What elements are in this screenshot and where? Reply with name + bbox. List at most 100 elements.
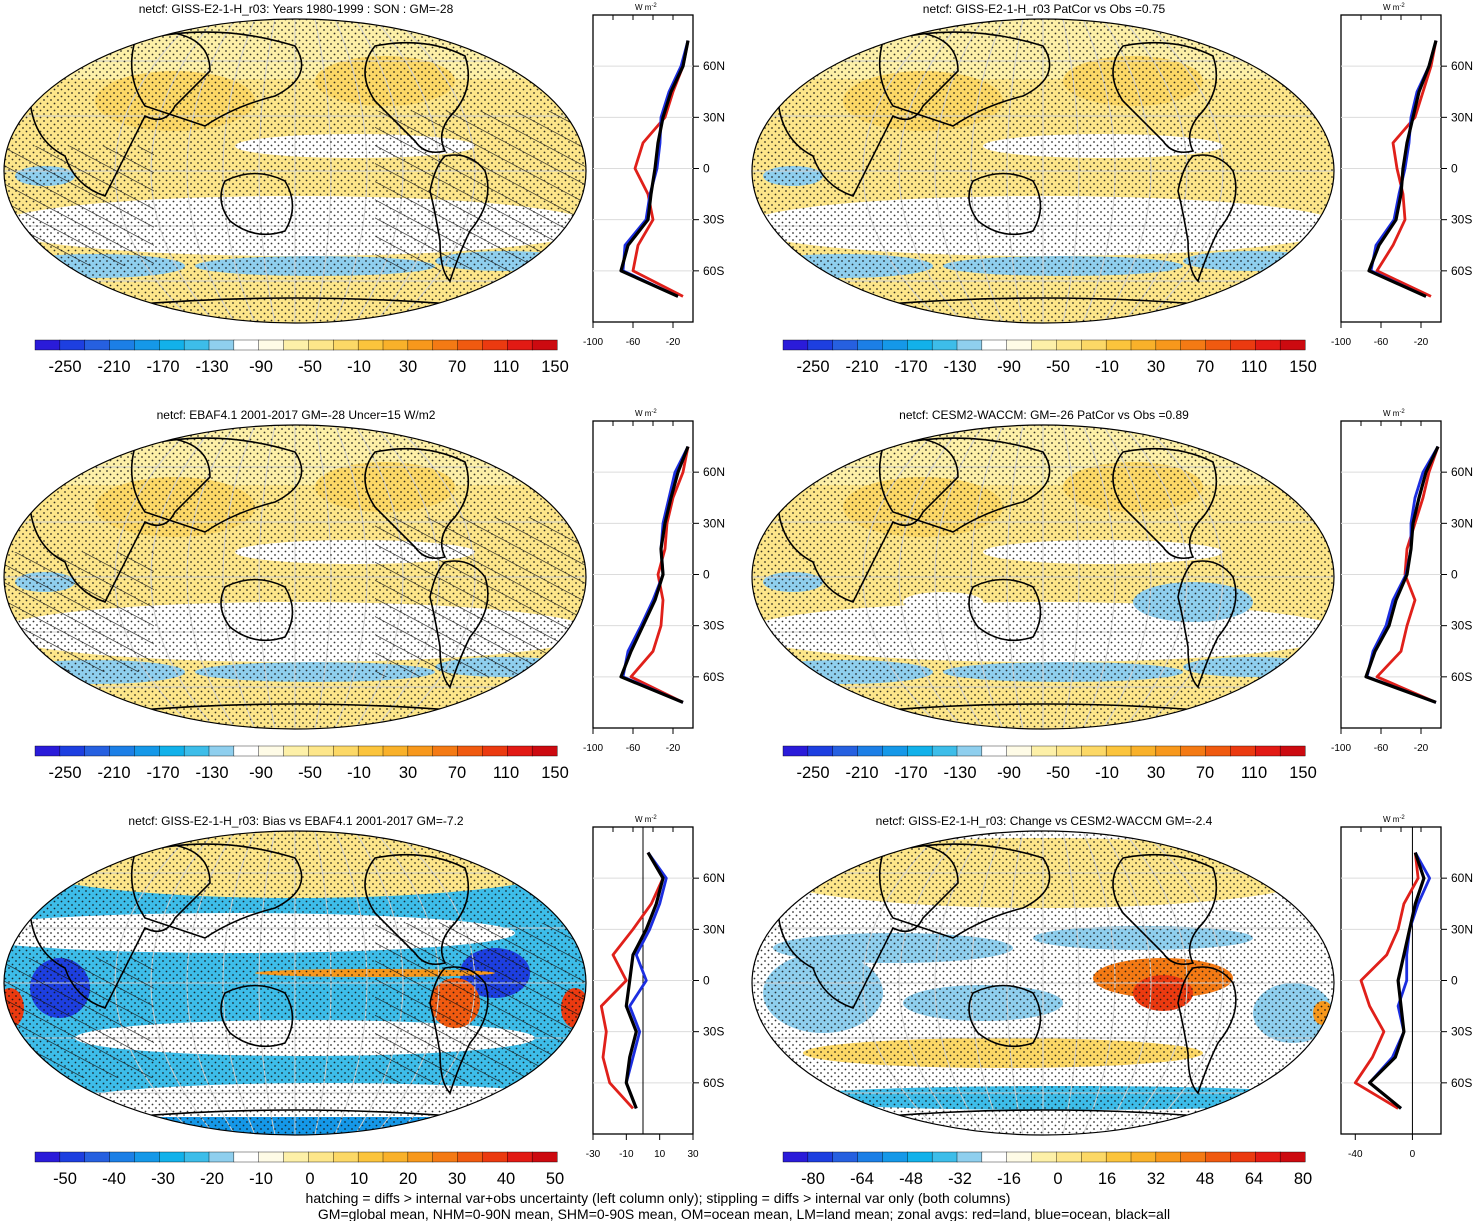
colorbar-swatch (1155, 745, 1182, 757)
colorbar-label: -10 (1095, 358, 1119, 376)
map-field (4, 831, 586, 1135)
colorbar-swatch (1155, 339, 1182, 351)
colorbar-swatch (233, 1151, 260, 1163)
zonal-lat-label: 0 (1451, 974, 1458, 988)
colorbar-swatch (1081, 339, 1107, 351)
colorbar-swatch (333, 1151, 359, 1163)
colorbar-swatch (208, 1151, 235, 1163)
zonal-x-label: -60 (1374, 337, 1389, 348)
colorbar-label: -16 (997, 1170, 1021, 1188)
zonal-lat-label: 60S (703, 264, 724, 278)
zonal-x-label: -20 (666, 337, 681, 348)
colorbar: -80 -64 -48 -32 -16 0 16 32 48 64 80 (782, 1151, 1312, 1188)
colorbar-swatch (832, 339, 859, 351)
colorbar-swatch (1006, 745, 1033, 757)
zonal-x-label: -20 (1414, 743, 1429, 754)
colorbar-swatch (782, 339, 809, 351)
colorbar-swatch (432, 339, 459, 351)
colorbar-label: 110 (1241, 764, 1267, 782)
colorbar-swatch (956, 339, 983, 351)
map-field (4, 425, 586, 729)
zonal-unit: W m-2 (1383, 815, 1405, 824)
colorbar-swatch (907, 339, 933, 351)
footer-line-1: hatching = diffs > internal var+obs unce… (306, 1190, 1011, 1206)
colorbar-swatch (183, 1151, 210, 1163)
colorbar-swatch (109, 339, 135, 351)
colorbar-swatch (233, 745, 260, 757)
colorbar-label: 70 (448, 358, 466, 376)
colorbar-label: 50 (546, 1170, 564, 1188)
colorbar-swatch (857, 745, 883, 757)
colorbar-swatch (882, 745, 908, 757)
colorbar: -50 -40 -30 -20 -10 0 10 20 30 40 50 (34, 1151, 564, 1188)
colorbar-label: 150 (541, 764, 569, 782)
colorbar-swatch (956, 1151, 983, 1163)
colorbar-label: -32 (948, 1170, 972, 1188)
colorbar-swatch (457, 339, 483, 351)
colorbar-swatch (59, 339, 86, 351)
colorbar-swatch (807, 339, 834, 351)
colorbar-label: -210 (97, 358, 130, 376)
colorbar-swatch (1279, 745, 1306, 757)
colorbar-swatch (1105, 1151, 1132, 1163)
colorbar-label: 30 (448, 1170, 466, 1188)
colorbar-label: 110 (493, 358, 519, 376)
zonal-series-all (619, 40, 690, 298)
colorbar-swatch (59, 745, 86, 757)
colorbar-swatch (183, 745, 210, 757)
colorbar-swatch (34, 339, 61, 351)
colorbar-swatch (283, 1151, 309, 1163)
colorbar-swatch (457, 745, 483, 757)
zonal-x-label: -60 (626, 743, 641, 754)
colorbar-swatch (407, 1151, 434, 1163)
colorbar-swatch (382, 1151, 409, 1163)
zonal-average-plot: W m-2 60N 30N 0 30S 60S -30 -10 10 30 (586, 815, 725, 1160)
zonal-unit: W m-2 (635, 409, 657, 418)
colorbar-label: 16 (1098, 1170, 1116, 1188)
zonal-lat-label: 60S (1451, 1076, 1472, 1090)
colorbar-label: -30 (151, 1170, 175, 1188)
colorbar-swatch (882, 339, 908, 351)
zonal-lat-label: 30N (1451, 516, 1473, 530)
colorbar-label: -50 (298, 764, 322, 782)
colorbar-swatch (34, 1151, 61, 1163)
colorbar-swatch (1255, 1151, 1281, 1163)
colorbar-swatch (832, 745, 859, 757)
colorbar-swatch (333, 339, 359, 351)
zonal-lat-label: 60N (1451, 871, 1473, 885)
colorbar-swatch (84, 745, 111, 757)
colorbar-label: 10 (350, 1170, 368, 1188)
zonal-series-land (629, 446, 690, 704)
colorbar-swatch (931, 1151, 958, 1163)
colorbar-swatch (507, 745, 533, 757)
colorbar-swatch (507, 339, 533, 351)
colorbar: -250 -210 -170 -130 -90 -50 -10 30 70 110 150 (34, 745, 569, 782)
zonal-x-label: 30 (687, 1149, 699, 1160)
colorbar-swatch (507, 1151, 533, 1163)
zonal-x-label: -20 (666, 743, 681, 754)
colorbar-label: -90 (997, 764, 1021, 782)
colorbar-swatch (882, 1151, 908, 1163)
colorbar-swatch (308, 745, 334, 757)
colorbar-label: 110 (1241, 358, 1267, 376)
zonal-lat-label: 30N (703, 110, 725, 124)
colorbar-label: -20 (200, 1170, 224, 1188)
colorbar-swatch (1006, 339, 1033, 351)
footer-line-2: GM=global mean, NHM=0-90N mean, SHM=0-90… (318, 1206, 1170, 1221)
colorbar-swatch (1081, 1151, 1107, 1163)
colorbar: -250 -210 -170 -130 -90 -50 -10 30 70 110 150 (34, 339, 569, 376)
colorbar-swatch (1031, 339, 1057, 351)
zonal-x-label: -100 (1331, 337, 1351, 348)
colorbar-swatch (382, 745, 409, 757)
colorbar-swatch (159, 339, 185, 351)
panel-title: netcf: GISS-E2-1-H_r03: Years 1980-1999 … (139, 2, 454, 16)
zonal-lat-label: 60N (703, 59, 725, 73)
map-border (751, 18, 1335, 324)
colorbar-swatch (1279, 1151, 1306, 1163)
colorbar-swatch (807, 745, 834, 757)
colorbar-swatch (159, 745, 185, 757)
colorbar-label: -48 (899, 1170, 923, 1188)
colorbar-swatch (857, 1151, 883, 1163)
map-border (751, 424, 1335, 730)
